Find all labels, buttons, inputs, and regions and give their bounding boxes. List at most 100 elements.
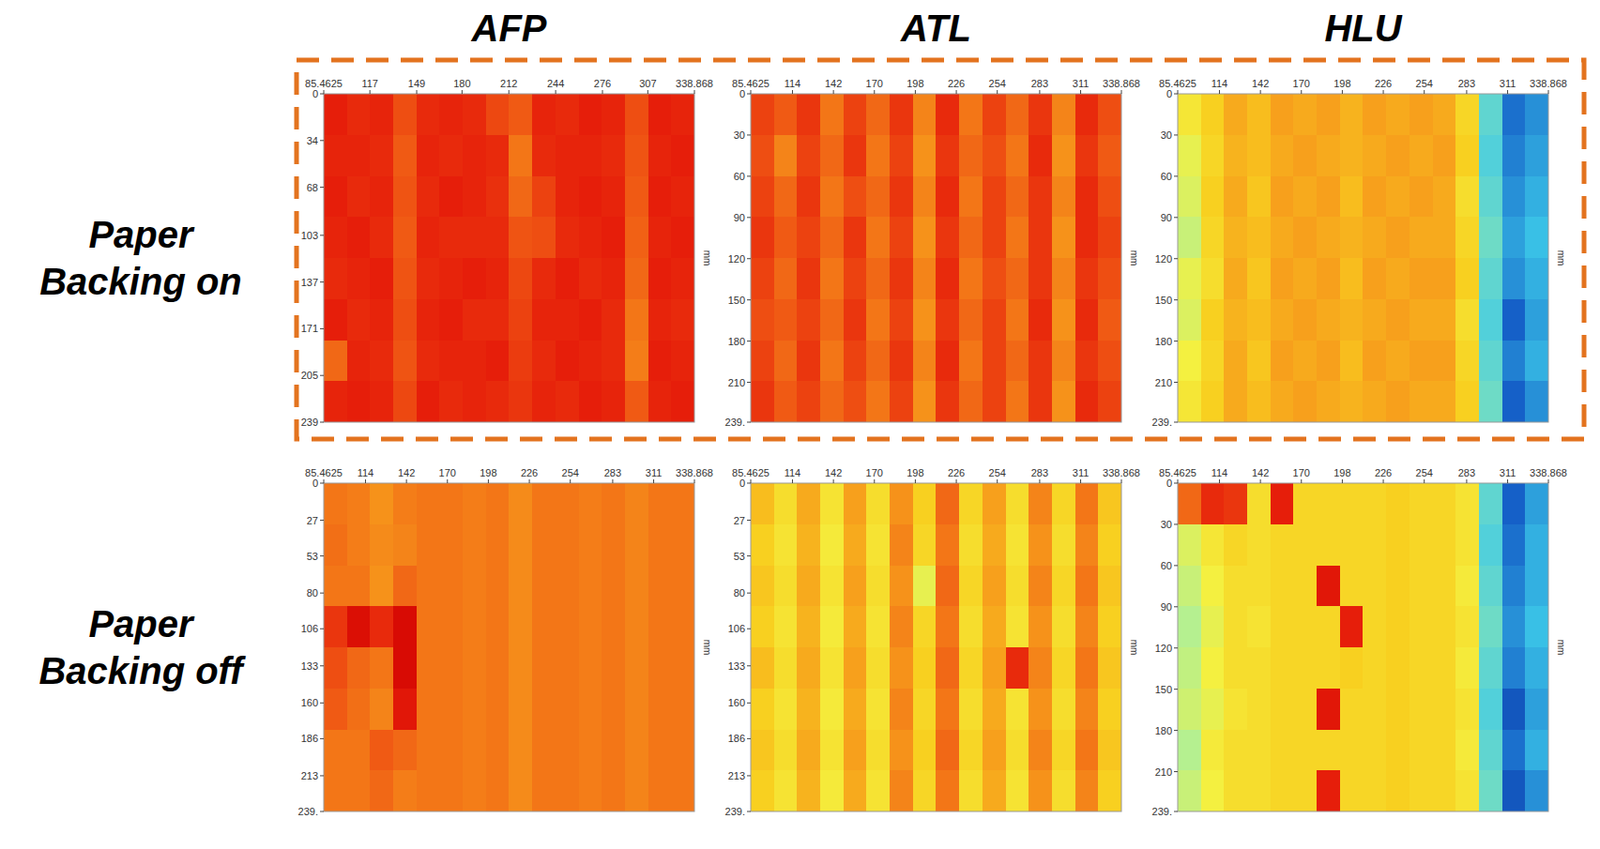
x-tick-label: 254 — [989, 77, 1006, 90]
heatmap-cell — [462, 688, 487, 731]
heatmap-cell — [1478, 606, 1503, 648]
heatmap-cell — [1028, 565, 1052, 608]
heatmap-cell — [416, 730, 441, 772]
row-label-line: Backing on — [39, 260, 243, 303]
heatmap-cell — [1502, 340, 1526, 382]
x-tick — [1080, 90, 1082, 94]
heatmap-cell — [1340, 565, 1364, 608]
heatmap-cell — [1386, 565, 1410, 608]
x-tick-label: 283 — [1031, 77, 1049, 90]
heatmap-cell — [1201, 524, 1225, 566]
heatmap-cell — [1270, 483, 1295, 525]
y-tick — [746, 216, 751, 218]
heatmap-cell — [347, 688, 371, 731]
x-tick — [914, 90, 916, 94]
heatmap-cell — [393, 565, 417, 608]
x-tick-label: 338.868 — [675, 77, 714, 90]
heatmap-cell — [579, 524, 603, 566]
heatmap-cell — [393, 730, 417, 772]
heatmap-cell — [1247, 730, 1271, 772]
x-tick-label: 198 — [906, 77, 924, 90]
heatmap-cell — [1340, 176, 1364, 218]
heatmap-cell — [750, 93, 775, 136]
x-tick-label: 142 — [824, 467, 842, 479]
heatmap-cell — [913, 135, 937, 177]
heatmap-cell — [1223, 93, 1248, 136]
heatmap-cell — [648, 135, 672, 177]
heatmap-cell — [1005, 135, 1030, 177]
x-tick-label: 244 — [547, 77, 564, 90]
heatmap-cell — [1028, 483, 1052, 525]
heatmap-cell — [1075, 688, 1099, 731]
y-tick — [320, 738, 324, 740]
heatmap-cell — [982, 688, 1006, 731]
heatmap-cell — [532, 380, 556, 423]
y-tick-label: 60 — [733, 170, 746, 183]
heatmap-cell — [1362, 565, 1387, 608]
heatmap-cell — [1386, 258, 1410, 300]
heatmap-cell — [820, 340, 844, 382]
heatmap-cell — [508, 93, 533, 136]
heatmap-cell — [982, 606, 1006, 648]
y-tick — [320, 328, 324, 330]
heatmap-cell — [462, 340, 487, 382]
y-tick — [320, 93, 324, 95]
heatmap-cell — [670, 340, 695, 382]
heatmap-cell — [750, 340, 775, 382]
heatmap-cell — [555, 647, 580, 689]
heatmap-cell — [1028, 606, 1052, 648]
heatmap-cell — [347, 565, 371, 608]
heatmap-cell — [1455, 647, 1479, 689]
heatmap-cell — [1478, 565, 1503, 608]
heatmap-cell — [532, 606, 556, 648]
y-tick — [746, 628, 751, 630]
heatmap-cell — [648, 770, 672, 812]
heatmap-cell — [579, 647, 603, 689]
heatmap-cell — [1028, 524, 1052, 566]
heatmap-cell — [1386, 647, 1410, 689]
y-tick — [1173, 483, 1178, 485]
plot-frame — [323, 93, 695, 423]
x-tick — [996, 479, 998, 484]
heatmap-cell — [1075, 258, 1099, 300]
x-tick-label: 170 — [439, 467, 457, 479]
heatmap-cell — [1005, 647, 1030, 689]
y-tick — [1173, 688, 1178, 690]
heatmap-cell — [393, 299, 417, 341]
heatmap-cell — [935, 647, 960, 689]
heatmap-cell — [843, 216, 868, 259]
heatmap-cell — [935, 135, 960, 177]
heatmap-cell — [1524, 647, 1549, 689]
heatmap-cell — [1177, 647, 1202, 689]
heatmap-cell — [1247, 688, 1271, 731]
heatmap-cell — [1293, 258, 1317, 300]
heatmap-cell — [1028, 258, 1052, 300]
heatmap-cell — [532, 135, 556, 177]
heatmap-cell — [416, 565, 441, 608]
heatmap-cell — [462, 524, 487, 566]
y-tick — [320, 186, 324, 188]
heatmap-cell — [1075, 216, 1099, 259]
x-tick-label: 226 — [947, 77, 965, 90]
heatmap-cell — [624, 258, 649, 300]
heatmap-cell — [1097, 688, 1122, 731]
x-tick-label: 226 — [1374, 467, 1392, 479]
heatmap-cell — [1502, 688, 1526, 731]
heatmap-cell — [1005, 93, 1030, 136]
heatmap-cell — [369, 216, 394, 259]
y-tick — [320, 139, 324, 141]
heatmap-cell — [439, 299, 463, 341]
heatmap-cell — [393, 647, 417, 689]
heatmap-cell — [393, 380, 417, 423]
y-tick-label: 80 — [733, 587, 746, 599]
heatmap-cell — [462, 565, 487, 608]
x-tick — [647, 90, 649, 94]
heatmap-cell — [1097, 135, 1122, 177]
y-tick-label: 180 — [1155, 725, 1173, 737]
heatmap-cell — [555, 216, 580, 259]
heatmap-cell — [1293, 216, 1317, 259]
heatmap-cell — [1075, 565, 1099, 608]
heatmap-cell — [323, 483, 348, 525]
heatmap-cell — [796, 340, 821, 382]
heatmap-cell — [935, 483, 960, 525]
